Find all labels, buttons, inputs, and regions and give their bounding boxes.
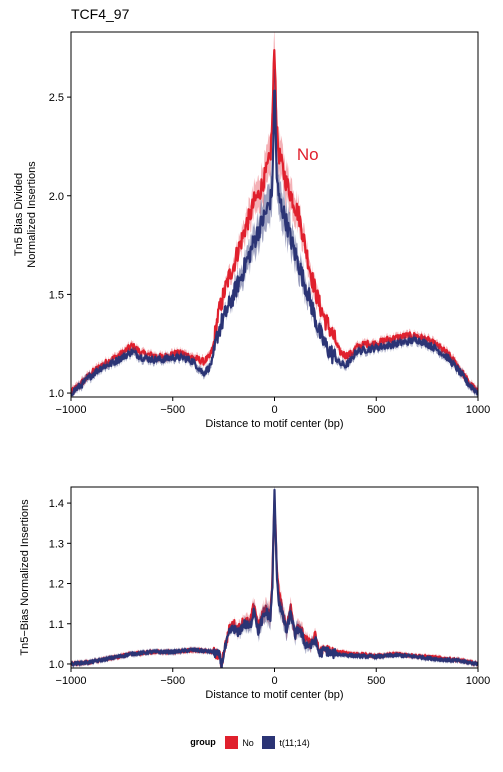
bottom-xtick-label-2: 0 xyxy=(271,675,277,687)
top-xtick-label-1: −500 xyxy=(160,404,185,416)
top-y-axis-label-0: Tn5 Bias Divided xyxy=(13,173,25,256)
legend-item-t11-14: t(11;14) xyxy=(262,736,310,749)
top-panel: −1000 −500 0 500 1000 1.0 1.5 2.0 2.5 Distance to… xyxy=(13,31,490,430)
bottom-xtick-label-4: 1000 xyxy=(466,675,490,687)
top-xtick-label-0: −1000 xyxy=(56,404,87,416)
legend-swatch-t11-14 xyxy=(262,736,276,749)
bottom-x-axis-label: Distance to motif center (bp) xyxy=(205,689,343,701)
top-plot-area xyxy=(71,32,478,397)
bottom-xtick-label-1: −500 xyxy=(160,675,185,687)
top-xtick-label-2: 0 xyxy=(271,404,277,416)
bottom-ytick-label-0: 1.0 xyxy=(49,659,64,671)
bottom-xtick-label-0: −1000 xyxy=(56,675,87,687)
bottom-ytick-label-4: 1.4 xyxy=(49,498,64,510)
bottom-ytick-label-3: 1.3 xyxy=(49,538,64,550)
bottom-plot-area xyxy=(71,487,478,668)
top-ytick-label-1: 1.5 xyxy=(49,289,64,301)
top-line-t11-14 xyxy=(71,89,478,397)
top-xtick-label-3: 500 xyxy=(367,404,385,416)
top-x-axis-label: Distance to motif center (bp) xyxy=(205,418,343,430)
top-line-no xyxy=(71,48,478,395)
legend-item-no: No xyxy=(225,736,254,749)
legend-label-no: No xyxy=(242,737,254,748)
bottom-line-t11-14 xyxy=(71,488,478,668)
legend-swatch-no xyxy=(225,736,239,749)
top-xtick-label-4: 1000 xyxy=(466,404,490,416)
bottom-panel: −1000 −500 0 500 1000 1.0 1.1 1.2 1.3 1.4 Distance… xyxy=(19,486,490,701)
bottom-y-axis-label-0: Tn5−Bias Normalized Insertions xyxy=(19,499,31,656)
top-ytick-label-3: 2.5 xyxy=(49,92,64,104)
top-y-axis-label-1: Normalized Insertions xyxy=(26,161,38,268)
top-ytick-label-0: 1.0 xyxy=(49,388,64,400)
top-ytick-label-2: 2.0 xyxy=(49,191,64,203)
bottom-ytick-label-2: 1.2 xyxy=(49,579,64,591)
bottom-ytick-label-1: 1.1 xyxy=(49,619,64,631)
legend-title: group xyxy=(190,736,216,747)
top-annotation-no: No xyxy=(297,145,319,164)
legend: group No t(11;14) xyxy=(0,736,503,749)
chart-title: TCF4_97 xyxy=(71,6,130,22)
bottom-xtick-label-3: 500 xyxy=(367,675,385,687)
legend-label-t11-14: t(11;14) xyxy=(279,737,310,748)
